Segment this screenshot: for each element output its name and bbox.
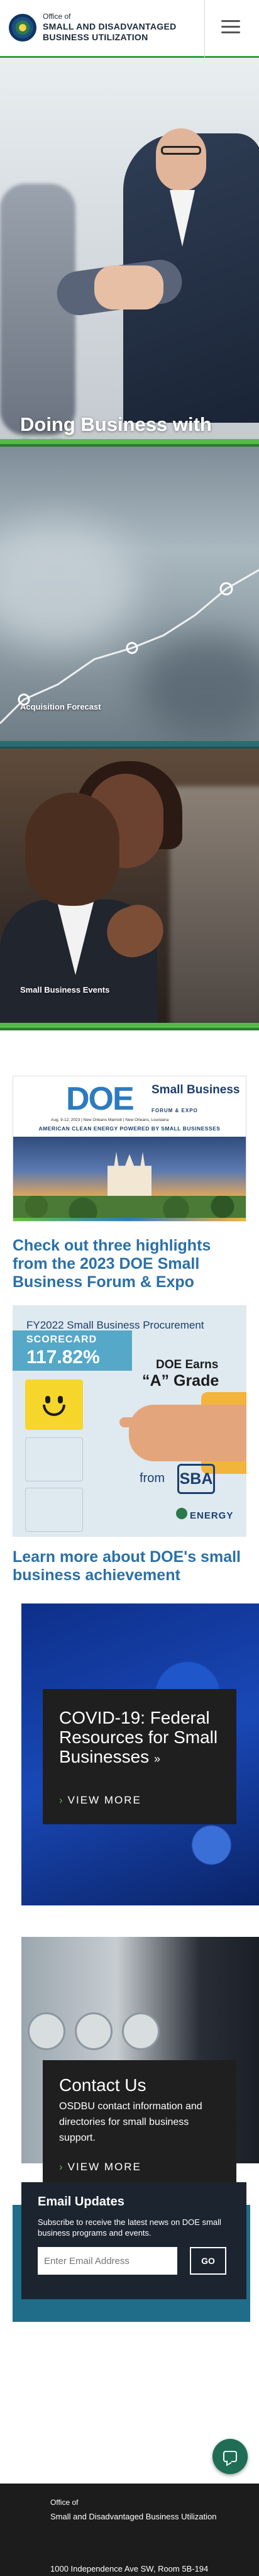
pointing-hand-graphic <box>129 1405 246 1461</box>
office-of-label: Office of <box>43 12 71 21</box>
contact-view-more-button[interactable]: › VIEW MORE <box>59 2161 141 2173</box>
doe-logo-text: DOE <box>66 1081 135 1117</box>
highlights-link[interactable]: Check out three highlights from the 2023… <box>13 1237 211 1291</box>
contact-icons-graphic <box>28 2012 185 2056</box>
pointing-finger <box>119 1417 145 1427</box>
contact-card-title[interactable]: Contact Us <box>59 2075 146 2095</box>
background-person <box>0 184 75 435</box>
hero-accent-bar <box>0 439 259 447</box>
banner-header <box>13 1076 246 1137</box>
banner-tagline: AMERICAN CLEAN ENERGY POWERED BY SMALL B… <box>38 1125 221 1132</box>
site-header: Office of Small and Disadvantaged Busine… <box>0 0 259 58</box>
email-updates-section: Email Updates Subscribe to receive the l… <box>0 2182 259 2331</box>
smiley-face-icon <box>25 1380 83 1430</box>
email-go-button[interactable]: GO <box>190 2247 226 2275</box>
email-updates-description: Subscribe to receive the latest news on … <box>38 2217 221 2238</box>
email-input[interactable] <box>38 2247 177 2275</box>
covid-card-title[interactable]: COVID-19: Federal Resources for Small Bu… <box>59 1708 218 1766</box>
trees-graphic <box>13 1196 246 1221</box>
header-divider <box>204 0 205 58</box>
footer-office-name: Small and Disadvantaged Business Utiliza… <box>50 2512 217 2521</box>
event-date-line: Aug. 9-12, 2023 | New Orleans Marriott |… <box>51 1118 169 1122</box>
hero-accent-bar <box>0 1023 259 1030</box>
hero-acquisition-forecast[interactable]: Acquisition Forecast <box>0 447 259 741</box>
businessman-face <box>156 128 206 191</box>
scorecard-percent: 117.82% <box>26 1347 100 1368</box>
scorecard-label: SCORECARD <box>26 1334 97 1345</box>
hero-doing-business[interactable]: Doing Business with DOE <box>0 58 259 439</box>
office-title[interactable]: Office of Small and Disadvantaged Busine… <box>43 11 200 43</box>
office-name: Small and Disadvantaged Business Utiliza… <box>43 21 177 42</box>
covid-card[interactable]: COVID-19: Federal Resources for Small Bu… <box>43 1689 236 1824</box>
sad-face-icon <box>25 1488 83 1532</box>
glasses <box>161 146 201 155</box>
scorecard-label-bg <box>13 1330 132 1371</box>
hero-title[interactable]: Doing Business with DOE <box>20 413 212 440</box>
forum-expo-label: FORUM & EXPO <box>152 1108 198 1113</box>
covid-resources-section: COVID-19: Federal Resources for Small Bu… <box>0 1603 259 1937</box>
man-face <box>25 793 119 906</box>
banner-stripe <box>13 1218 246 1221</box>
hero-caption[interactable]: Acquisition Forecast <box>20 702 101 711</box>
contact-card-description: OSDBU contact information and directorie… <box>59 2101 202 2143</box>
email-updates-box: Email Updates Subscribe to receive the l… <box>21 2182 246 2299</box>
contact-icon <box>28 2012 65 2050</box>
footer-address: 1000 Independence Ave SW, Room 5B-194 <box>50 2564 209 2573</box>
neutral-face-icon <box>25 1437 83 1481</box>
growth-line-chart-graphic <box>0 569 259 725</box>
bokeh-shadow <box>138 635 259 736</box>
bokeh-light <box>0 522 138 648</box>
covid-view-more-button[interactable]: › VIEW MORE <box>59 1794 141 1806</box>
contact-section: Contact Us OSDBU contact information and… <box>0 1937 259 2182</box>
email-form: GO <box>38 2247 230 2275</box>
contact-card[interactable]: Contact Us OSDBU contact information and… <box>43 2060 236 2182</box>
from-label: from <box>140 1471 165 1485</box>
energy-seal-icon <box>176 1508 187 1519</box>
hamburger-menu-icon[interactable] <box>221 20 240 35</box>
grade-label: “A” Grade <box>142 1372 219 1390</box>
scorecard-title: FY2022 Small Business Procurement <box>26 1319 204 1331</box>
spacer <box>0 1030 259 1076</box>
contact-icon <box>122 2012 160 2050</box>
hero-caption[interactable]: Small Business Events <box>20 985 110 995</box>
handshake <box>94 265 163 309</box>
chat-button[interactable] <box>212 2439 248 2474</box>
achievement-link[interactable]: Learn more about DOE's small business ac… <box>13 1548 241 1584</box>
contact-icon <box>75 2012 113 2050</box>
chevron-right-icon: › <box>59 1794 64 1806</box>
forum-expo-banner[interactable]: DOE Small Business FORUM & EXPO Aug. 9-1… <box>13 1076 246 1222</box>
hero-small-business-events[interactable]: Small Business Events <box>0 749 259 1023</box>
small-business-label: Small Business <box>152 1083 240 1096</box>
sba-logo: SBA <box>177 1464 215 1494</box>
energy-logo-text: ENERGY <box>190 1510 234 1521</box>
site-footer: Office of Small and Disadvantaged Busine… <box>0 2484 259 2576</box>
doe-earns-label: DOE Earns <box>156 1358 219 1371</box>
hero-accent-bar <box>0 741 259 749</box>
background-audience <box>170 786 259 1023</box>
doe-seal-logo[interactable] <box>9 14 36 42</box>
chevron-right-icon: › <box>59 2161 64 2173</box>
email-updates-title: Email Updates <box>38 2195 124 2209</box>
chat-bubble-icon <box>223 2451 237 2462</box>
footer-office-of: Office of <box>50 2498 79 2507</box>
scorecard-graphic[interactable]: FY2022 Small Business Procurement SCOREC… <box>13 1305 246 1537</box>
